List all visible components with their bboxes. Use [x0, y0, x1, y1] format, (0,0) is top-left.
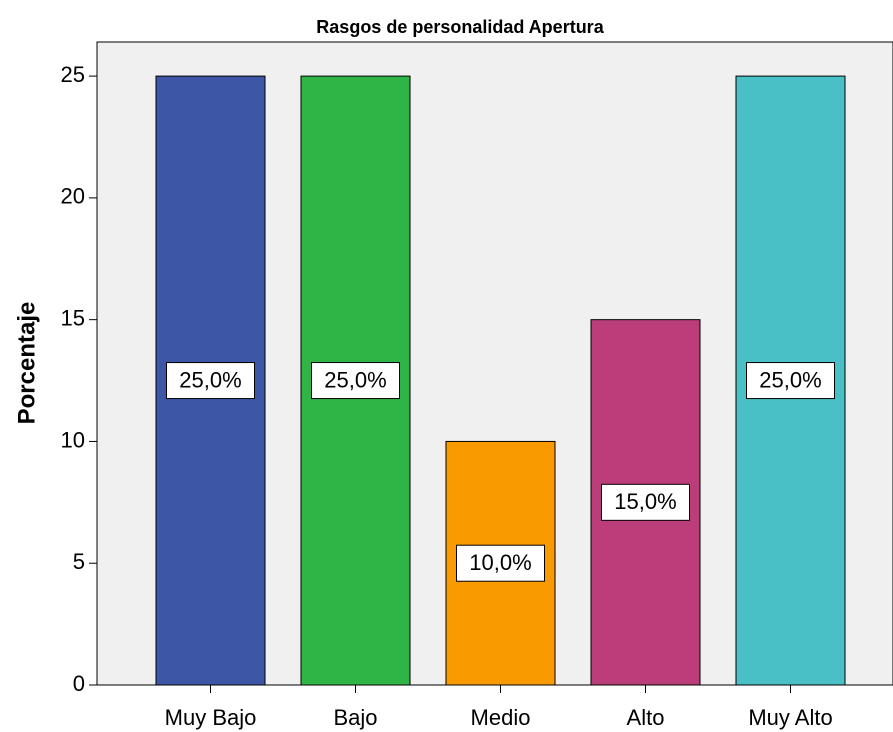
value-label-box	[456, 544, 545, 582]
y-axis-label: Porcentaje	[13, 302, 40, 425]
x-tick-label: Medio	[471, 705, 531, 730]
x-tick-label: Muy Alto	[748, 705, 832, 730]
value-label-box	[311, 362, 400, 400]
x-tick-label: Muy Bajo	[165, 705, 257, 730]
y-tick-label: 0	[73, 671, 85, 696]
value-label-box	[166, 362, 255, 400]
y-tick-label: 15	[61, 305, 85, 330]
value-label: 10,0%	[469, 550, 531, 575]
value-label: 25,0%	[759, 367, 821, 392]
x-tick-label: Alto	[627, 705, 665, 730]
y-tick-label: 5	[73, 549, 85, 574]
y-tick-label: 25	[61, 62, 85, 87]
value-label: 15,0%	[614, 489, 676, 514]
value-label-box	[746, 362, 835, 400]
y-tick-label: 10	[61, 427, 85, 452]
value-label: 25,0%	[324, 367, 386, 392]
value-label: 25,0%	[179, 367, 241, 392]
y-tick-label: 20	[61, 184, 85, 209]
x-tick-label: Bajo	[333, 705, 377, 730]
value-label-box	[601, 483, 690, 521]
chart-title: Rasgos de personalidad Apertura	[316, 17, 604, 37]
